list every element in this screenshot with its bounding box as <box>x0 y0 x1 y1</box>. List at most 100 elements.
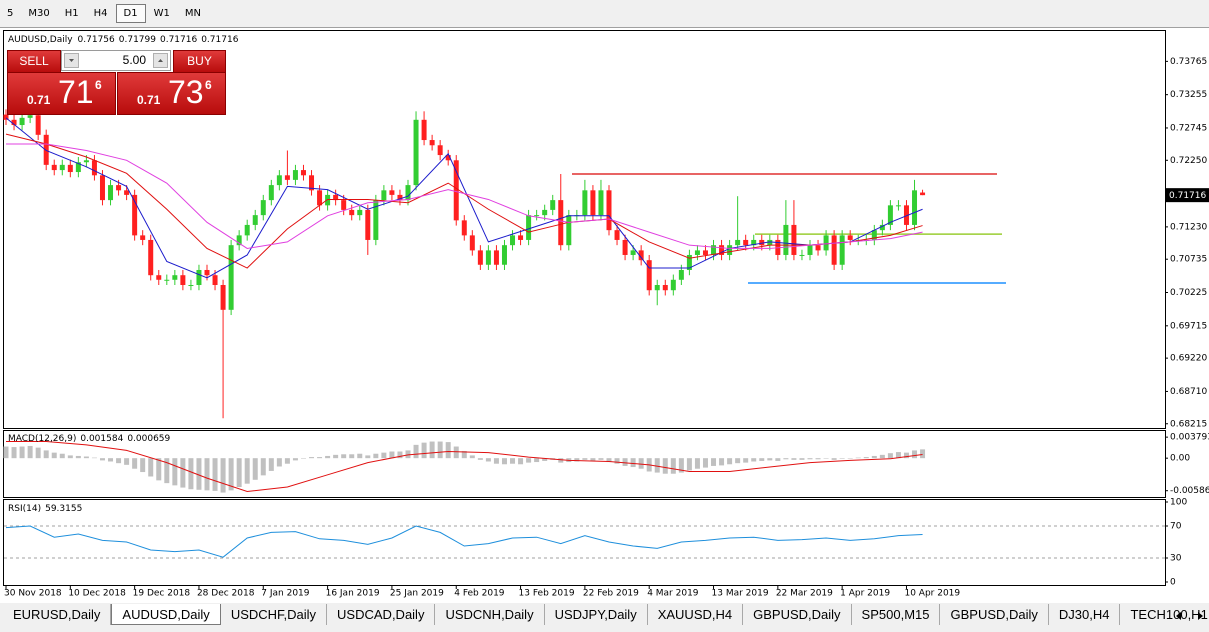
y-tick-label: 0.73255 <box>1170 90 1207 100</box>
candle-body <box>196 269 202 286</box>
lot-up[interactable] <box>153 53 168 68</box>
y-tick-label: 0.72745 <box>1170 123 1207 133</box>
candle-body <box>180 275 186 286</box>
candle-body <box>108 185 114 201</box>
buy-price[interactable]: 0.71 73 6 <box>117 72 226 115</box>
macd-bar <box>920 449 926 459</box>
candle-body <box>493 250 499 265</box>
candle-body <box>3 114 9 120</box>
candle-body <box>759 239 765 246</box>
scroll-left[interactable] <box>1176 612 1181 620</box>
chart-tab[interactable]: USDCHF,Daily <box>221 604 328 625</box>
macd-bar <box>99 458 105 461</box>
chart-tab[interactable]: USDCNH,Daily <box>435 604 545 625</box>
low: 0.71716 <box>160 35 197 45</box>
candle-body <box>485 250 491 265</box>
x-tick-label: 16 Jan 2019 <box>326 589 380 599</box>
timeframe-button[interactable]: M30 <box>28 8 50 19</box>
macd-bar <box>887 453 893 459</box>
chart-tab[interactable]: TECH100,H1 <box>1120 604 1209 625</box>
lot-down[interactable] <box>64 53 79 68</box>
chart-tab[interactable]: GBPUSD,Daily <box>940 604 1049 625</box>
macd-bar <box>325 455 331 459</box>
candle-body <box>622 239 628 255</box>
macd-bar <box>606 458 612 463</box>
rsi-title: RSI(14) <box>8 504 41 514</box>
candle-body <box>670 279 676 291</box>
candle-body <box>244 224 250 236</box>
candle-body <box>678 269 684 280</box>
candle-body <box>815 245 821 251</box>
y-tick-label: 0.68215 <box>1170 419 1207 429</box>
macd-bar <box>863 457 869 459</box>
signal-line <box>6 441 923 492</box>
candle-body <box>558 200 564 246</box>
timeframe-button[interactable]: H4 <box>93 8 108 19</box>
x-tick-label: 10 Dec 2018 <box>68 589 126 599</box>
macd-bar <box>300 458 306 459</box>
chart-tab[interactable]: GBPUSD,Daily <box>743 604 852 625</box>
y-tick-label: 70 <box>1170 522 1182 532</box>
x-tick-label: 10 Apr 2019 <box>904 589 960 599</box>
candle-body <box>807 245 813 255</box>
chart-tab[interactable]: USDJPY,Daily <box>545 604 648 625</box>
chart-tab[interactable]: EURUSD,Daily <box>3 604 112 625</box>
candle-body <box>542 209 548 216</box>
macd-bar <box>791 458 797 460</box>
candle-body <box>662 285 668 291</box>
candle-body <box>19 117 25 126</box>
price-sup: 6 <box>205 78 212 92</box>
candle-body <box>276 175 282 186</box>
macd-bar <box>630 458 636 468</box>
candle-body <box>397 194 403 201</box>
candle-body <box>11 119 17 126</box>
price-sup: 6 <box>95 78 102 92</box>
candle-body <box>887 205 893 225</box>
candle-body <box>783 224 789 255</box>
candle-body <box>389 190 395 195</box>
macd-bar <box>590 458 596 461</box>
macd-bar <box>735 458 741 464</box>
macd-frame <box>3 430 1166 498</box>
candle-body <box>148 239 154 276</box>
candle-body <box>413 119 419 186</box>
candle-body <box>91 160 97 176</box>
buy-button[interactable]: BUY <box>173 50 226 73</box>
sell-button[interactable]: SELL <box>7 50 61 73</box>
macd-bar <box>823 458 829 459</box>
timeframe-button[interactable]: D1 <box>115 4 146 23</box>
chart-tab[interactable]: XAUUSD,H4 <box>648 604 744 625</box>
chart-tab[interactable]: USDCAD,Daily <box>327 604 436 625</box>
macd-bar <box>204 458 210 491</box>
timeframe-button[interactable]: W1 <box>153 8 170 19</box>
y-tick-label: 0.68710 <box>1170 387 1207 397</box>
candle-body <box>719 245 725 255</box>
timeframe-button[interactable]: H1 <box>64 8 79 19</box>
price-label: 0.71716 <box>1169 191 1206 201</box>
lot-input[interactable]: 5.00 <box>61 50 171 71</box>
rsi-value: 59.3155 <box>45 504 82 514</box>
scroll-right[interactable] <box>1198 612 1203 620</box>
candle-body <box>204 269 210 276</box>
candle-body <box>268 185 274 201</box>
macd-bar <box>598 458 604 460</box>
candle-body <box>349 209 355 216</box>
candle-body <box>67 164 73 173</box>
candle-body <box>132 194 138 236</box>
candle-body <box>365 209 371 240</box>
macd-bar <box>156 458 162 481</box>
y-tick-label: 30 <box>1170 554 1182 564</box>
sell-price[interactable]: 0.71 71 6 <box>7 72 116 115</box>
candle-body <box>156 275 162 280</box>
chart-tab[interactable]: DJ30,H4 <box>1049 604 1121 625</box>
timeframe-button[interactable]: MN <box>184 8 201 19</box>
timeframe-button[interactable]: 5 <box>7 8 14 19</box>
macd-bar <box>429 441 435 459</box>
tab-scroll[interactable] <box>1170 607 1208 625</box>
chart-tab[interactable]: SP500,M15 <box>852 604 941 625</box>
candle-body <box>437 145 443 156</box>
chart-tab[interactable]: AUDUSD,Daily <box>111 604 221 625</box>
close: 0.71716 <box>201 35 238 45</box>
macd-bar <box>871 455 877 459</box>
candle-body <box>743 239 749 246</box>
